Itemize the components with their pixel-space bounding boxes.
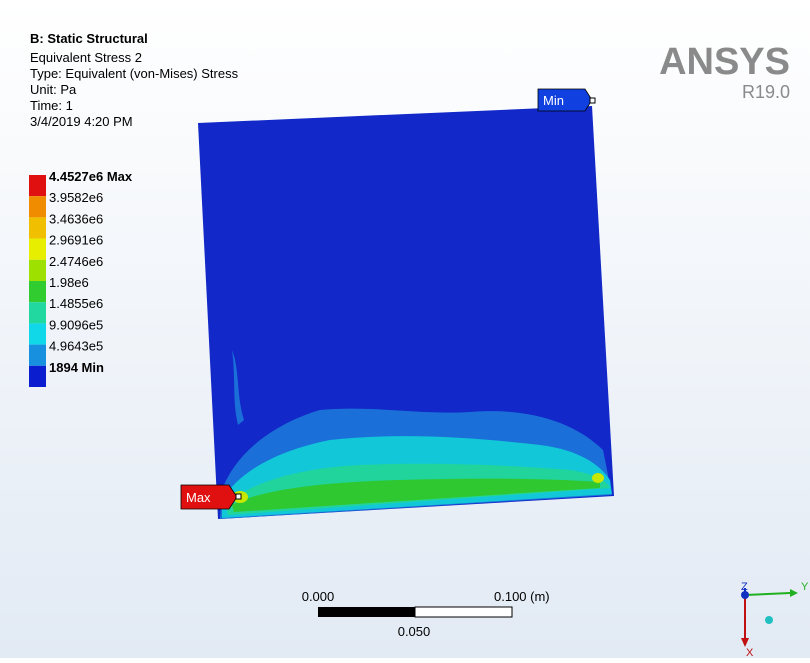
triad-label: X [746, 647, 754, 658]
legend-label: 2.4746e6 [49, 254, 103, 269]
triad-label: Y [801, 581, 809, 593]
min-label: Min [543, 93, 564, 108]
legend-swatch [29, 260, 46, 281]
header-line: Type: Equivalent (von-Mises) Stress [30, 66, 239, 81]
legend-swatch [29, 175, 46, 196]
triad-ball [765, 616, 773, 624]
legend-label: 2.9691e6 [49, 233, 103, 248]
legend-swatch [29, 281, 46, 302]
hot-spot [592, 473, 604, 483]
legend-label: 1.98e6 [49, 275, 89, 290]
header-line: Unit: Pa [30, 82, 77, 97]
legend-swatch [29, 366, 46, 387]
logo: ANSYS [659, 41, 790, 83]
min-marker [590, 98, 595, 103]
legend-label: 9.9096e5 [49, 317, 103, 332]
legend-label: 3.4636e6 [49, 211, 103, 226]
viewport: B: Static Structural Equivalent Stress 2… [0, 0, 810, 658]
legend-swatch [29, 217, 46, 238]
header-line: Time: 1 [30, 98, 73, 113]
legend-label: 4.9643e5 [49, 339, 103, 354]
legend-swatch [29, 302, 46, 323]
legend-swatch [29, 239, 46, 260]
legend-label: 1894 Min [49, 360, 104, 375]
legend-label: 1.4855e6 [49, 296, 103, 311]
header-line: Equivalent Stress 2 [30, 50, 142, 65]
scale-label: 0.000 [302, 589, 335, 604]
scale-bar [318, 607, 415, 617]
max-label: Max [186, 490, 211, 505]
header-line: 3/4/2019 4:20 PM [30, 114, 133, 129]
legend-label: 3.9582e6 [49, 190, 103, 205]
header-title: B: Static Structural [30, 31, 148, 46]
legend-swatch [29, 345, 46, 366]
triad-label: Z [741, 581, 748, 593]
max-marker [236, 494, 241, 499]
legend-swatch [29, 196, 46, 217]
scale-label: 0.100 (m) [494, 589, 550, 604]
scale-label: 0.050 [398, 624, 431, 639]
scale-bar [415, 607, 512, 617]
legend-swatch [29, 323, 46, 344]
legend-label: 4.4527e6 Max [49, 169, 133, 184]
logo-version: R19.0 [742, 82, 790, 102]
